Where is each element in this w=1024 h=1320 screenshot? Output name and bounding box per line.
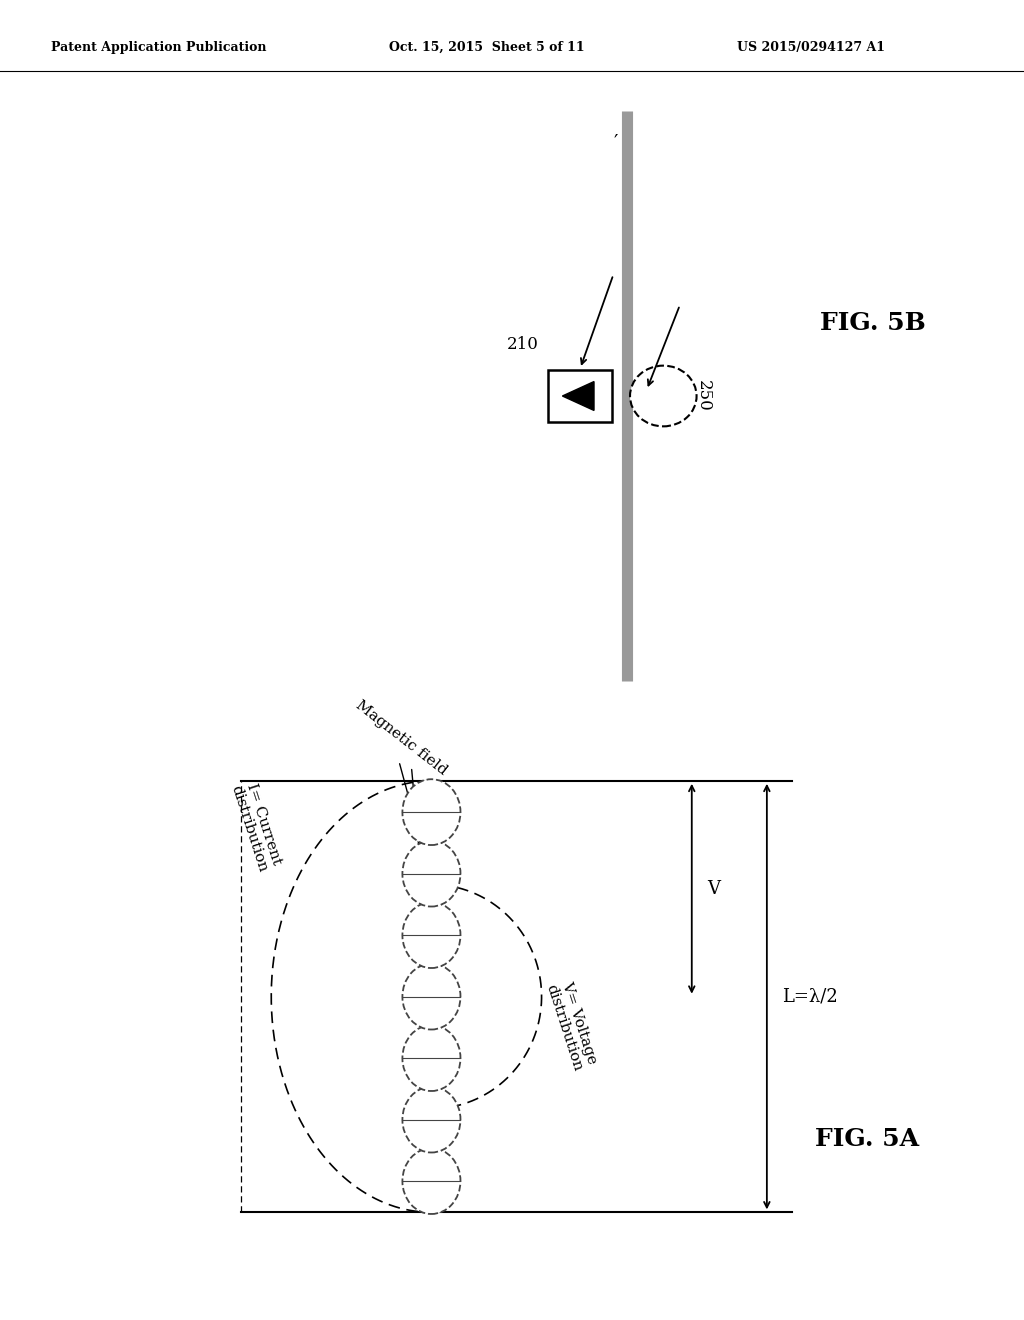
Polygon shape <box>562 381 594 411</box>
Circle shape <box>402 1086 461 1152</box>
Text: 210: 210 <box>507 335 539 352</box>
Text: V= Voltage
distribution: V= Voltage distribution <box>544 977 600 1073</box>
Circle shape <box>402 841 461 907</box>
Circle shape <box>630 366 696 426</box>
Text: L=λ/2: L=λ/2 <box>782 987 838 1006</box>
Circle shape <box>402 964 461 1030</box>
Bar <box>549 370 611 422</box>
Text: ′: ′ <box>613 132 617 150</box>
Circle shape <box>402 902 461 968</box>
Text: I= Current
distribution: I= Current distribution <box>228 779 285 874</box>
Text: FIG. 5B: FIG. 5B <box>820 312 926 335</box>
Circle shape <box>402 1148 461 1214</box>
Text: Magnetic field: Magnetic field <box>353 698 450 779</box>
Text: Patent Application Publication: Patent Application Publication <box>51 41 266 54</box>
Text: 250: 250 <box>694 380 712 412</box>
Text: V: V <box>707 879 720 898</box>
Circle shape <box>402 779 461 845</box>
Text: US 2015/0294127 A1: US 2015/0294127 A1 <box>737 41 886 54</box>
Text: Oct. 15, 2015  Sheet 5 of 11: Oct. 15, 2015 Sheet 5 of 11 <box>389 41 585 54</box>
Circle shape <box>402 1026 461 1092</box>
Text: FIG. 5A: FIG. 5A <box>815 1126 920 1151</box>
